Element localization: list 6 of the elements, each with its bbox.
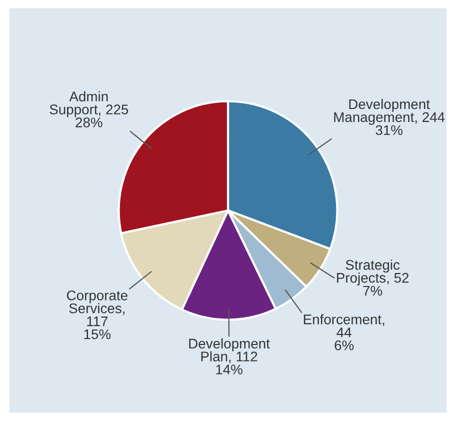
- slice-label: Corporate Services, 117 15%: [66, 290, 128, 340]
- slice-label: Enforcement, 44 6%: [304, 314, 384, 350]
- slice-label: Development Plan, 112 14%: [189, 338, 270, 374]
- slice-label: Development Management, 244 31%: [334, 98, 445, 136]
- slice-label: Admin Support, 225 28%: [50, 91, 128, 128]
- slice-label: Strategic Projects, 52 7%: [337, 260, 409, 296]
